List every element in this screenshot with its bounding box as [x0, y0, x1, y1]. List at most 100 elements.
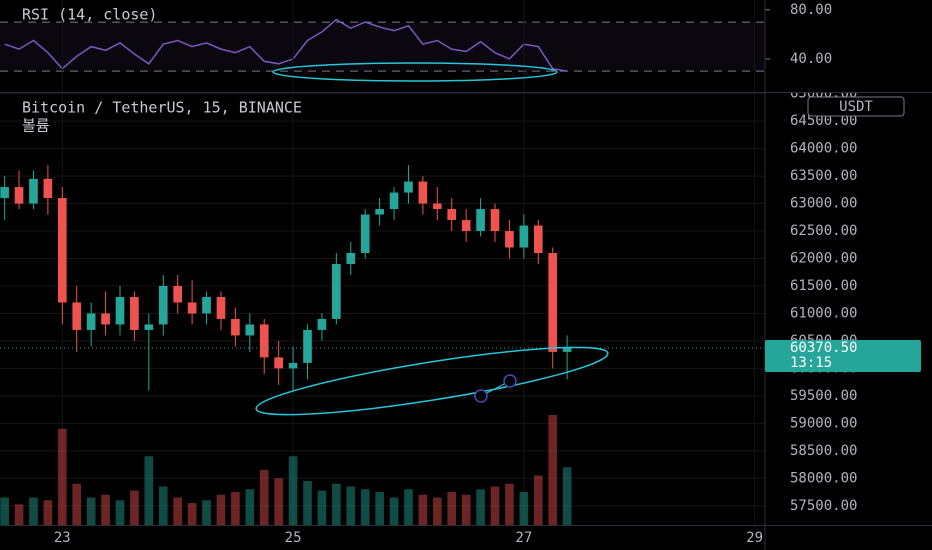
volume-bar: [418, 494, 428, 525]
candle-body: [303, 329, 312, 363]
candle-body: [231, 318, 240, 336]
volume-bar: [202, 500, 211, 525]
volume-bar: [86, 497, 96, 525]
volume-bar: [57, 428, 67, 525]
y-tick-label: 62000.00: [790, 250, 857, 266]
y-tick-label: 63500.00: [790, 168, 857, 184]
y-tick-label: 64500.00: [790, 113, 857, 129]
candle-body: [187, 302, 197, 314]
volume-bar: [360, 489, 370, 525]
drawing-handle: [503, 374, 517, 388]
candle-body: [216, 296, 226, 319]
x-tick-label: 25: [285, 530, 302, 546]
volume-bar: [216, 494, 226, 525]
candle-body: [461, 220, 471, 232]
volume-bar: [404, 489, 413, 525]
candle-body: [14, 187, 24, 204]
volume-bar: [447, 492, 457, 525]
candle-body: [29, 178, 38, 204]
candle-body: [130, 296, 139, 330]
y-tick-label: 40.00: [790, 51, 832, 67]
y-tick-label: 59500.00: [790, 388, 857, 404]
candle-body: [447, 209, 457, 221]
price-tag: [765, 340, 921, 373]
candle-body: [173, 285, 183, 303]
volume-bar: [29, 497, 38, 525]
currency-label[interactable]: USDT: [839, 99, 873, 115]
volume-bar: [115, 500, 125, 525]
candle-body: [317, 318, 327, 330]
volume-bar: [187, 503, 197, 525]
volume-bar: [432, 497, 442, 525]
volume-bar: [72, 483, 82, 525]
drawing-ellipse: [255, 346, 609, 416]
volume-bar: [490, 486, 500, 525]
candle-body: [519, 225, 529, 248]
x-tick-label: 27: [515, 530, 532, 546]
candle-body: [346, 253, 356, 264]
currency-box[interactable]: [807, 96, 905, 117]
candle-body: [274, 357, 283, 369]
candle-body: [101, 313, 110, 325]
price-pane: [0, 93, 765, 525]
volume-bar: [303, 481, 312, 525]
candle-body: [259, 324, 269, 358]
volume-bar: [14, 504, 24, 525]
rsi-line: [4, 18, 568, 72]
candle-body: [505, 231, 514, 248]
volume-bar: [533, 475, 543, 525]
candle-body: [548, 253, 558, 352]
chart-subtitle: 볼륨: [22, 117, 50, 135]
y-tick-label: 61500.00: [790, 278, 857, 294]
volume-bar: [562, 467, 572, 525]
volume-bar: [158, 486, 168, 525]
candle-body: [476, 209, 485, 232]
candle-body: [86, 313, 96, 330]
candle-body: [432, 203, 442, 210]
candle-body: [115, 296, 125, 325]
volume-bar: [476, 489, 485, 525]
y-tick-label: 62500.00: [790, 223, 857, 239]
candle-body: [144, 324, 154, 330]
candle-body: [360, 214, 370, 254]
volume-bar: [245, 489, 255, 525]
x-tick-label: 23: [54, 530, 71, 546]
y-tick-label: 58000.00: [790, 470, 857, 486]
x-tick-label: 29: [746, 530, 763, 546]
volume-bar: [288, 456, 298, 525]
candle-body: [404, 181, 413, 193]
candle-body: [332, 263, 341, 319]
x-axis: 23 25 27 29: [54, 530, 763, 546]
candle-body: [202, 296, 211, 314]
y-tick-label: 61000.00: [790, 305, 857, 321]
volume-bar: [389, 497, 399, 525]
rsi-axis: 80.00 40.00: [765, 2, 832, 67]
volume-bar: [346, 486, 356, 525]
volume-bar: [519, 492, 529, 525]
y-tick-label: 63000.00: [790, 196, 857, 212]
candle-body: [72, 302, 82, 330]
volume-bar: [144, 456, 154, 525]
y-tick-label: 58500.00: [790, 443, 857, 459]
volume-bar: [259, 470, 269, 525]
candle-body: [389, 192, 399, 210]
volume-bar: [317, 490, 327, 525]
rsi-title: RSI (14, close): [22, 6, 157, 24]
y-tick-label: 59000.00: [790, 415, 857, 431]
volume-bar: [274, 478, 283, 525]
candle-body: [57, 198, 67, 303]
candle-body: [418, 181, 428, 204]
y-tick-label: 64000.00: [790, 141, 857, 157]
candle-body: [375, 209, 384, 215]
volume-bar: [43, 500, 53, 525]
volume-bar: [231, 492, 240, 525]
candle-body: [533, 225, 543, 254]
price-tag-countdown: 13:15: [790, 355, 832, 371]
volume-bar: [0, 497, 9, 525]
volume-bar: [173, 497, 183, 525]
volume-bar: [101, 494, 110, 525]
volume-bar: [375, 492, 384, 525]
chart-title: Bitcoin / TetherUS, 15, BINANCE: [22, 99, 302, 117]
candle-body: [490, 209, 500, 232]
